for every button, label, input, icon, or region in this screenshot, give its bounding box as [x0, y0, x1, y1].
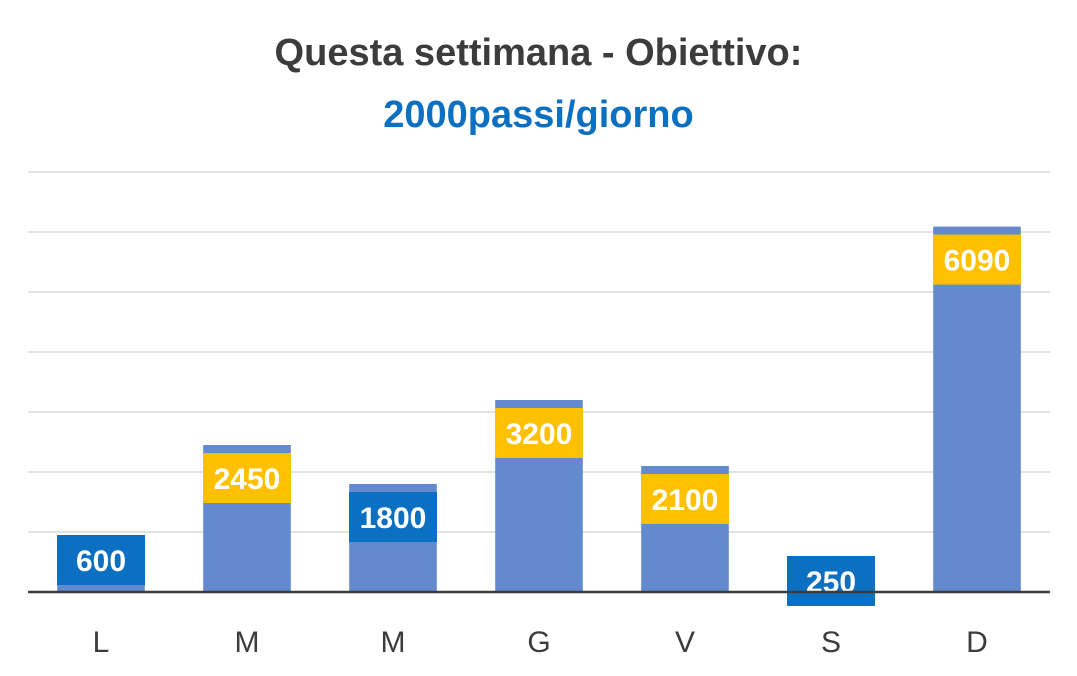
data-label-box — [349, 492, 437, 542]
x-tick-label: G — [527, 626, 550, 659]
x-tick-label: L — [93, 626, 110, 659]
data-label: 600 — [76, 545, 126, 578]
data-label-box — [787, 556, 875, 606]
data-label-box — [57, 535, 145, 585]
data-label-box — [933, 234, 1021, 285]
data-label-box — [203, 453, 291, 503]
chart-subtitle: 2000passi/giorno — [383, 94, 694, 136]
chart-title: Questa settimana - Obiettivo: — [274, 32, 803, 74]
data-label: 2100 — [652, 484, 719, 517]
data-label: 250 — [806, 566, 856, 599]
x-tick-label: V — [675, 626, 695, 659]
data-label-box — [495, 408, 583, 458]
x-tick-label: M — [235, 626, 260, 659]
data-label-box — [641, 474, 729, 524]
x-tick-label: D — [966, 626, 988, 659]
bar-d-6 — [933, 226, 1021, 592]
data-label: 3200 — [506, 418, 573, 451]
x-tick-label: S — [821, 626, 841, 659]
data-label: 2450 — [214, 463, 281, 496]
x-tick-label: M — [381, 626, 406, 659]
data-label: 6090 — [944, 245, 1011, 278]
data-label: 1800 — [360, 502, 427, 535]
